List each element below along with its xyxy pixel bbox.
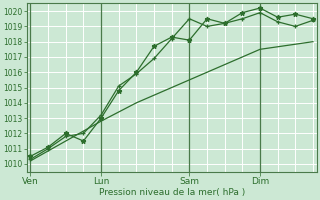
- X-axis label: Pression niveau de la mer( hPa ): Pression niveau de la mer( hPa ): [99, 188, 245, 197]
